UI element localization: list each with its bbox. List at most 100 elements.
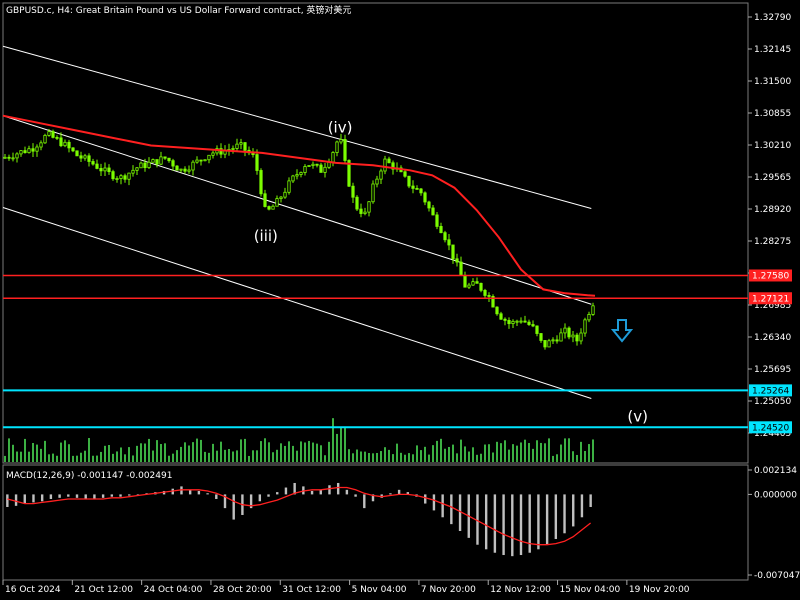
- time-tick-label: 15 Nov 04:00: [560, 585, 621, 595]
- volume-bar: [256, 450, 258, 462]
- candle-body: [63, 141, 67, 147]
- candle-body: [459, 261, 463, 276]
- candle-body: [515, 320, 519, 323]
- candle-body: [119, 175, 123, 179]
- macd-histogram-bar: [110, 494, 114, 497]
- macd-histogram-bar: [493, 494, 497, 553]
- volume-bar: [252, 450, 254, 462]
- volume-bar: [212, 443, 214, 462]
- volume-bar: [464, 446, 466, 462]
- macd-histogram-bar: [49, 494, 53, 499]
- candle-body: [567, 327, 571, 338]
- candle-body: [139, 162, 143, 169]
- candle-body: [407, 175, 411, 187]
- macd-histogram-bar: [528, 494, 531, 553]
- candle-body: [523, 320, 527, 323]
- volume-bar: [160, 444, 162, 462]
- volume-bar: [488, 444, 490, 462]
- candle-body: [487, 295, 491, 297]
- resistance-value: 1.27580: [752, 271, 789, 281]
- volume-bar: [228, 449, 230, 462]
- candle-body: [207, 154, 211, 161]
- candle-body: [543, 340, 547, 348]
- candle-body: [431, 207, 435, 216]
- volume-bar: [36, 444, 38, 462]
- price-tick-label: 1.30855: [754, 109, 791, 119]
- candle-body: [343, 139, 347, 161]
- candle-body: [115, 178, 119, 180]
- volume-bar: [544, 443, 546, 462]
- candle-body: [35, 146, 39, 152]
- candle-body: [519, 320, 523, 323]
- volume-bar: [360, 451, 362, 462]
- candle-body: [75, 150, 79, 157]
- volume-bar: [148, 438, 150, 462]
- macd-histogram-bar: [14, 494, 18, 506]
- candle-body: [439, 226, 443, 234]
- volume-bar: [244, 438, 246, 462]
- price-axis: 1.32790 1.32145 1.31500 1.30855 1.30210 1.295…: [748, 13, 791, 439]
- macd-histogram-bar: [206, 493, 209, 495]
- candle-body: [83, 155, 87, 159]
- candle-body: [271, 205, 275, 210]
- volume-bar: [528, 443, 530, 462]
- volume-bar: [48, 454, 50, 462]
- macd-histogram-bar: [188, 489, 192, 495]
- candle-body: [583, 319, 587, 334]
- volume-bar: [232, 451, 234, 462]
- macd-histogram-bar: [424, 494, 427, 504]
- volume-bar: [52, 453, 54, 462]
- macd-histogram-bar: [406, 492, 410, 495]
- macd-histogram-bar: [284, 487, 288, 495]
- volume-bar: [440, 438, 442, 462]
- candle-body: [319, 164, 323, 173]
- volume-bar: [288, 441, 290, 462]
- macd-tick-label: 0.002134: [754, 466, 797, 476]
- volume-bar: [112, 453, 114, 462]
- volume-bar: [304, 442, 306, 462]
- volume-bar: [128, 447, 130, 462]
- volume-bar: [92, 455, 94, 462]
- candle-body: [243, 142, 247, 151]
- volume-bar: [180, 446, 182, 462]
- volume-bar: [280, 443, 282, 462]
- macd-histogram-bar: [554, 494, 558, 540]
- candle-body: [171, 160, 175, 167]
- volume-bar: [592, 439, 594, 462]
- time-tick-label: 7 Nov 20:00: [421, 585, 476, 595]
- time-tick-label: 21 Oct 12:00: [74, 585, 133, 595]
- candle-body: [283, 191, 287, 198]
- volume-bar: [472, 447, 474, 462]
- price-tick-label: 1.30210: [754, 141, 791, 151]
- candle-body: [279, 196, 283, 200]
- volume-bar: [484, 444, 486, 462]
- volume-bar: [220, 441, 222, 462]
- volume-bar: [140, 443, 142, 462]
- time-tick-label: 31 Oct 12:00: [282, 585, 341, 595]
- volume-bar: [156, 440, 158, 462]
- volume-bar: [524, 439, 526, 462]
- price-tick-label: 1.32145: [754, 45, 791, 55]
- volume-bar: [272, 452, 274, 462]
- candle-body: [47, 131, 51, 136]
- volume-bar: [388, 449, 390, 462]
- volume-bar: [264, 438, 266, 462]
- price-levels[interactable]: 1.27580 1.27121 1.25264 1.24520: [3, 269, 792, 434]
- candle-body: [531, 324, 535, 327]
- price-tick-label: 1.32790: [754, 13, 791, 23]
- candle-body: [575, 334, 579, 342]
- volume-bar: [312, 442, 314, 462]
- candle-body: [387, 158, 391, 164]
- time-tick-label: 28 Oct 20:00: [213, 585, 272, 595]
- volume-bar: [16, 451, 18, 462]
- candle-body: [299, 172, 303, 175]
- volume-bar: [340, 427, 342, 462]
- macd-label: MACD(12,26,9) -0.001147 -0.002491: [6, 471, 172, 481]
- candle-body: [195, 159, 199, 163]
- volume-bar: [4, 455, 6, 462]
- volume-bar: [12, 444, 14, 462]
- volume-bar: [144, 443, 146, 462]
- macd-axis: 0.002134 0.000000 -0.007047: [748, 466, 800, 581]
- wave-label: (iii): [254, 227, 278, 245]
